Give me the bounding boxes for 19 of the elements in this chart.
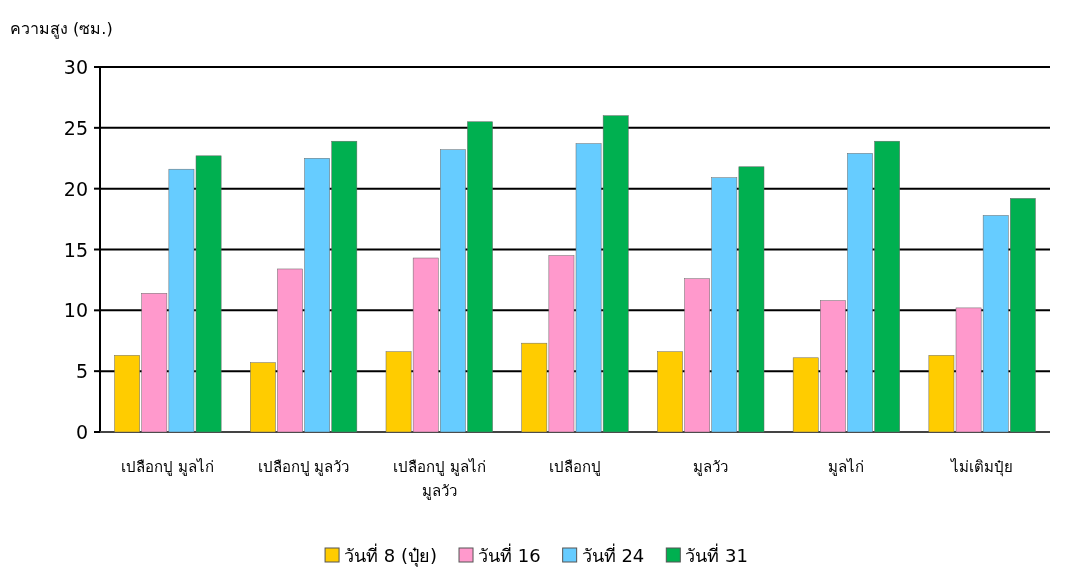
x-tick-label: มูลวัว [693, 458, 729, 476]
x-tick-label: ไม่เติมปุ๋ย [950, 458, 1014, 477]
y-tick-label: 0 [75, 421, 88, 443]
legend-label: วันที่ 24 [581, 543, 645, 566]
y-axis-title: ความสูง (ซม.) [10, 19, 113, 39]
y-tick-label: 10 [63, 299, 88, 322]
y-tick-label: 30 [63, 56, 88, 78]
y-tick-label: 15 [63, 238, 88, 261]
legend-label: วันที่ 16 [478, 543, 541, 566]
y-tick-label: 20 [63, 177, 88, 200]
x-tick-label: เปลือกปู [549, 458, 601, 476]
legend-label: วันที่ 8 (ปุ๋ย) [344, 543, 438, 567]
y-tick-label: 5 [75, 360, 88, 383]
legend-label: วันที่ 31 [685, 543, 748, 566]
y-tick-label: 25 [63, 116, 88, 139]
x-tick-label: เปลือกปู มูลวัว [257, 458, 350, 476]
x-tick-label: เปลือกปู มูลไก่ [121, 458, 215, 476]
x-tick-label: มูลไก่ [828, 458, 865, 476]
x-tick-label: เปลือกปู มูลไก่ มูลวัว [392, 458, 486, 500]
